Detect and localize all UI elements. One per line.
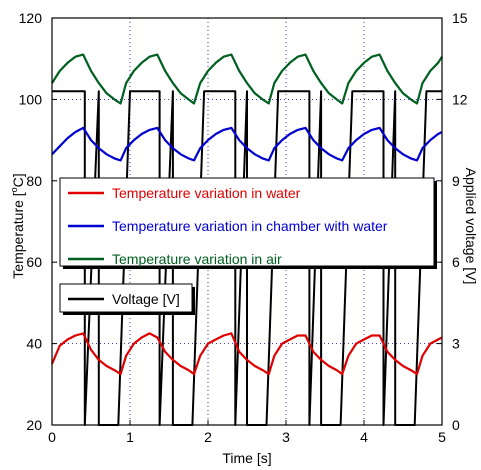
series-line (51, 126, 443, 162)
legend-label: Temperature variation in water (112, 185, 301, 201)
legend-label: Voltage [V] (112, 291, 180, 307)
y-right-tick-label: 15 (452, 10, 468, 26)
y-left-tick-label: 40 (26, 336, 42, 352)
y-left-tick-label: 20 (26, 417, 42, 433)
y-left-title-unit: C] (10, 173, 26, 187)
x-axis-title: Time [s] (222, 450, 271, 466)
y-left-degree: o (9, 187, 19, 192)
x-tick-label: 2 (204, 429, 212, 445)
plot-frame (51, 17, 443, 426)
y-left-tick-label: 60 (26, 254, 42, 270)
y-right-tick-label: 12 (452, 91, 468, 107)
y-left-tick-label: 120 (19, 10, 43, 26)
x-tick-label: 1 (126, 429, 134, 445)
x-tick-label: 0 (48, 429, 56, 445)
series-line (50, 332, 443, 376)
x-tick-label: 4 (360, 429, 368, 445)
y-right-tick-label: 9 (452, 173, 460, 189)
x-tick-label: 5 (438, 429, 446, 445)
y-axis-left-title: Temperature [oC] (9, 173, 26, 278)
y-axis-right-title: Applied voltage [V] (463, 168, 479, 285)
y-left-tick-label: 100 (19, 91, 43, 107)
y-right-tick-label: 3 (452, 336, 460, 352)
y-left-title-main: Temperature [ (10, 192, 26, 278)
series-line (51, 53, 443, 105)
legend-box (59, 177, 435, 267)
legend: Temperature variation in water Temperatur… (59, 177, 437, 315)
y-right-tick-label: 6 (452, 254, 460, 270)
y-left-tick-label: 80 (26, 173, 42, 189)
legend-label: Temperature variation in air (112, 251, 282, 267)
x-tick-label: 3 (282, 429, 290, 445)
legend-label: Temperature variation in chamber with wa… (112, 218, 388, 234)
y-right-tick-label: 0 (452, 417, 460, 433)
